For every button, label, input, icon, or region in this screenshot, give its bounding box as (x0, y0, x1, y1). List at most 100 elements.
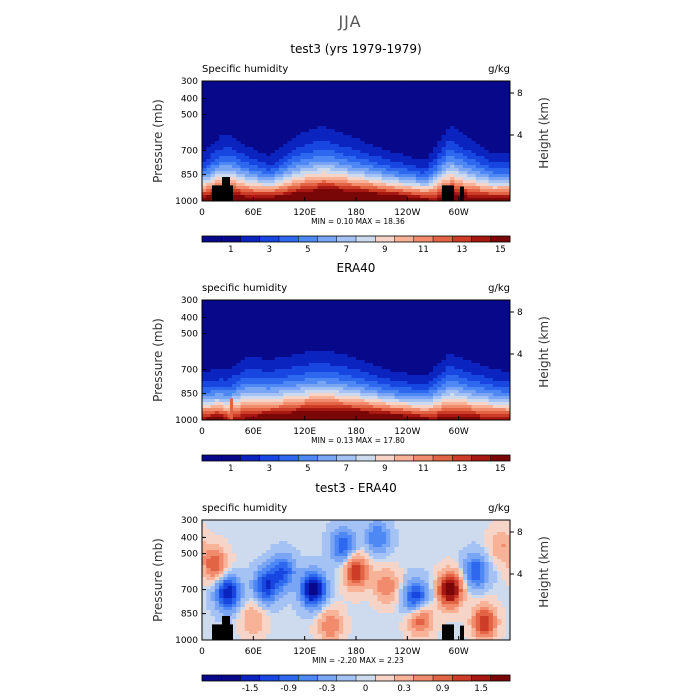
field-cell (377, 378, 383, 382)
field-cell (210, 102, 216, 106)
field-cell (214, 102, 220, 106)
field-cell (390, 339, 395, 343)
field-cell (283, 333, 288, 337)
field-cell (462, 312, 468, 316)
field-cell (433, 171, 438, 175)
field-cell (347, 144, 353, 148)
field-cell (326, 180, 331, 184)
field-cell (321, 321, 327, 325)
field-cell (381, 129, 387, 133)
field-cell (326, 369, 331, 373)
field-cell (398, 153, 404, 157)
field-cell (351, 144, 357, 148)
field-cell (467, 186, 472, 190)
field-cell (411, 138, 417, 142)
field-cell (480, 102, 485, 106)
field-cell (411, 111, 417, 115)
field-cell (338, 96, 344, 100)
field-cell (373, 84, 378, 88)
field-cell (437, 198, 442, 202)
field-cell (445, 342, 451, 346)
field-cell (454, 315, 460, 319)
field-cell (407, 192, 413, 196)
field-cell (505, 156, 511, 160)
field-cell (347, 375, 353, 379)
field-cell (206, 303, 211, 307)
field-cell (249, 357, 254, 361)
field-cell (505, 303, 511, 307)
field-cell (497, 111, 502, 115)
field-cell (398, 360, 404, 364)
field-cell (390, 333, 395, 337)
field-cell (411, 324, 417, 328)
field-cell (381, 378, 387, 382)
field-cell (227, 306, 233, 310)
field-cell (385, 102, 391, 106)
field-cell (364, 309, 370, 313)
field-cell (471, 180, 477, 184)
field-cell (347, 150, 353, 154)
field-cell (236, 114, 241, 118)
field-cell (330, 339, 336, 343)
field-cell (424, 180, 430, 184)
field-cell (240, 165, 246, 169)
field-cell (304, 147, 310, 151)
field-cell (326, 105, 331, 109)
field-cell (471, 198, 477, 202)
field-cell (300, 348, 306, 352)
field-cell (287, 156, 293, 160)
field-cell (488, 186, 494, 190)
field-cell (364, 177, 370, 181)
field-cell (488, 318, 494, 322)
field-cell (407, 150, 413, 154)
field-cell (381, 153, 387, 157)
field-cell (326, 345, 331, 349)
field-cell (433, 177, 438, 181)
field-cell (403, 381, 408, 385)
field-cell (475, 372, 481, 376)
field-cell (296, 141, 301, 145)
field-cell (351, 159, 357, 163)
field-cell (441, 180, 447, 184)
field-cell (488, 123, 494, 127)
field-cell (497, 150, 502, 154)
field-cell (223, 87, 229, 91)
field-cell (428, 189, 434, 193)
field-cell (261, 105, 267, 109)
field-cell (505, 306, 511, 310)
field-cell (411, 105, 417, 109)
field-cell (373, 192, 378, 196)
field-cell (219, 90, 224, 94)
field-cell (441, 102, 447, 106)
field-cell (454, 354, 460, 358)
field-cell (202, 342, 207, 346)
field-cell (300, 126, 306, 130)
field-cell (450, 111, 455, 115)
field-cell (223, 369, 229, 373)
field-cell (428, 192, 434, 196)
field-cell (462, 360, 468, 364)
field-cell (488, 144, 494, 148)
field-cell (492, 117, 498, 121)
field-cell (270, 327, 276, 331)
field-cell (206, 84, 211, 88)
field-cell (501, 348, 507, 352)
field-cell (373, 342, 378, 346)
field-cell (462, 159, 468, 163)
field-cell (420, 93, 425, 97)
field-cell (373, 153, 378, 157)
field-cell (390, 342, 395, 346)
field-cell (407, 144, 413, 148)
field-cell (334, 120, 340, 124)
field-cell (330, 93, 336, 97)
field-cell (326, 192, 331, 196)
field-cell (343, 312, 348, 316)
field-cell (283, 99, 288, 103)
field-cell (381, 162, 387, 166)
field-cell (202, 162, 207, 166)
field-cell (206, 300, 211, 304)
field-cell (287, 309, 293, 313)
field-cell (458, 135, 464, 139)
field-cell (287, 363, 293, 367)
field-cell (287, 162, 293, 166)
